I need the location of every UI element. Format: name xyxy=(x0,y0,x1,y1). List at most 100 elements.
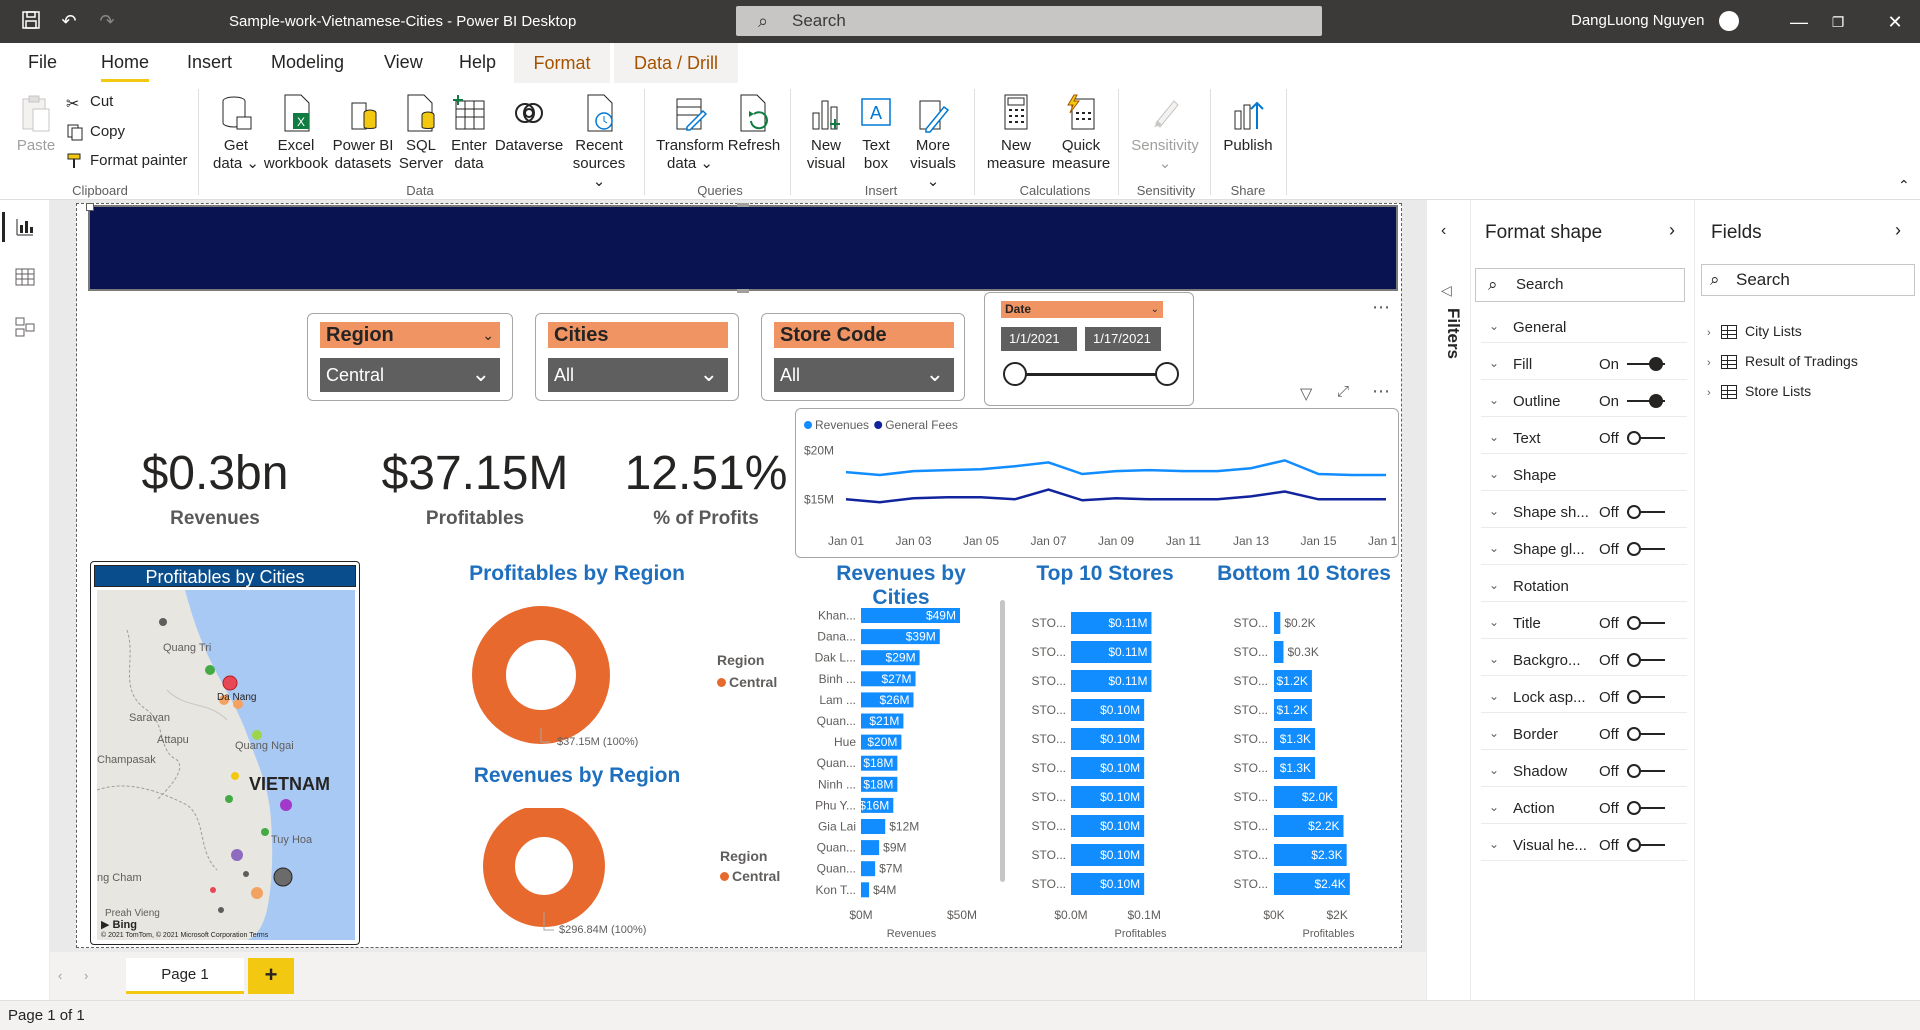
minimize-icon[interactable]: — xyxy=(1790,12,1808,32)
title-search-box[interactable]: ⌕ Search xyxy=(736,6,1322,36)
transform-data-button[interactable]: Transform data ⌄ xyxy=(654,93,726,173)
tab-modeling[interactable]: Modeling xyxy=(271,52,345,72)
bar[interactable] xyxy=(861,882,870,898)
avatar[interactable] xyxy=(1719,11,1739,31)
tab-view[interactable]: View xyxy=(384,52,423,72)
line-series-revenues[interactable] xyxy=(845,459,1386,477)
bar[interactable] xyxy=(861,755,898,771)
date-end-input[interactable]: 1/17/2021 xyxy=(1085,327,1161,351)
close-icon[interactable]: ✕ xyxy=(1887,12,1903,32)
region-slicer[interactable]: Region ⌄ Central ⌄ xyxy=(307,313,513,401)
bar[interactable] xyxy=(1274,815,1344,837)
undo-icon[interactable]: ↶ xyxy=(61,11,77,31)
text-box-button[interactable]: A Text box xyxy=(852,93,900,173)
format-section-rotation[interactable]: ⌄ Rotation xyxy=(1481,565,1687,602)
bar[interactable] xyxy=(861,692,914,708)
toggle-switch[interactable] xyxy=(1627,542,1665,556)
filters-pane-collapsed[interactable]: ‹ ◁ Filters xyxy=(1426,200,1470,1010)
chevron-left-icon[interactable]: ‹ xyxy=(1441,222,1447,239)
tab-file[interactable]: File xyxy=(28,52,58,72)
resize-handle[interactable] xyxy=(737,203,749,207)
bar[interactable] xyxy=(1274,757,1316,779)
revenue-region-donut[interactable] xyxy=(478,808,678,948)
bar[interactable] xyxy=(861,840,880,856)
save-icon[interactable] xyxy=(20,10,42,32)
format-section-border[interactable]: ⌄ Border Off xyxy=(1481,713,1687,750)
filter-icon[interactable]: ▽ xyxy=(1300,386,1313,403)
copy-button[interactable]: Copy xyxy=(66,120,125,144)
recent-sources-button[interactable]: Recent sources ⌄ xyxy=(566,93,632,191)
toggle-switch[interactable] xyxy=(1627,616,1665,630)
field-table-city-lists[interactable]: › City Lists xyxy=(1707,320,1802,342)
paste-button[interactable]: Paste xyxy=(14,93,58,155)
bar[interactable] xyxy=(1274,728,1316,750)
bar[interactable] xyxy=(1071,670,1152,692)
format-section-backgro[interactable]: ⌄ Backgro... Off xyxy=(1481,639,1687,676)
redo-icon[interactable]: ↷ xyxy=(99,11,115,31)
cities-dropdown[interactable]: All ⌄ xyxy=(548,358,728,392)
quick-measure-button[interactable]: Quick measure xyxy=(1046,93,1116,173)
toggle-switch[interactable] xyxy=(1627,357,1665,371)
format-section-outline[interactable]: ⌄ Outline On xyxy=(1481,380,1687,417)
collapse-ribbon-icon[interactable]: ⌃ xyxy=(1898,177,1910,193)
tab-insert[interactable]: Insert xyxy=(187,52,233,72)
chart-scrollbar[interactable] xyxy=(1000,600,1005,882)
revenues-cities-chart[interactable]: Khan... $49M Dana... $39M Dak L... $29M Binh .… xyxy=(806,596,1006,946)
bar[interactable] xyxy=(1071,844,1145,866)
field-table-store-lists[interactable]: › Store Lists xyxy=(1707,380,1811,402)
publish-button[interactable]: Publish xyxy=(1218,93,1278,155)
chevron-right-icon[interactable]: › xyxy=(84,968,89,983)
legend-label-0[interactable]: Revenues xyxy=(815,418,869,432)
bar[interactable] xyxy=(1071,815,1145,837)
get-data-button[interactable]: Get data ⌄ xyxy=(212,93,260,173)
report-view-icon[interactable] xyxy=(14,216,36,238)
more-options-icon[interactable]: ⋯ xyxy=(1372,297,1391,317)
model-view-icon[interactable] xyxy=(14,316,36,338)
date-end-handle[interactable] xyxy=(1155,362,1179,386)
refresh-button[interactable]: Refresh xyxy=(726,93,782,155)
bar[interactable] xyxy=(861,734,902,750)
resize-handle[interactable] xyxy=(86,203,94,211)
focus-mode-icon[interactable]: ⤢ xyxy=(1337,383,1350,400)
bar[interactable] xyxy=(861,861,876,877)
toggle-switch[interactable] xyxy=(1627,653,1665,667)
map-terms-link[interactable]: Terms xyxy=(249,932,269,939)
toggle-switch[interactable] xyxy=(1627,838,1665,852)
bar[interactable] xyxy=(861,713,904,729)
chevron-right-icon[interactable]: › xyxy=(1895,220,1901,240)
profit-region-donut[interactable] xyxy=(470,606,670,756)
dataverse-button[interactable]: Dataverse xyxy=(492,93,566,155)
tab-help[interactable]: Help xyxy=(459,52,497,72)
format-section-action[interactable]: ⌄ Action Off xyxy=(1481,787,1687,824)
user-name[interactable]: DangLuong Nguyen xyxy=(1571,12,1705,29)
bar[interactable] xyxy=(1274,670,1312,692)
bar[interactable] xyxy=(861,671,916,687)
bar[interactable] xyxy=(861,650,920,666)
top-stores-chart[interactable]: STO... $0.11M STO... $0.11M STO... $0.11M STO.… xyxy=(1026,596,1196,946)
format-section-title[interactable]: ⌄ Title Off xyxy=(1481,602,1687,639)
store-code-dropdown[interactable]: All ⌄ xyxy=(774,358,954,392)
format-section-shape-sh[interactable]: ⌄ Shape sh... Off xyxy=(1481,491,1687,528)
new-measure-button[interactable]: New measure xyxy=(984,93,1048,173)
format-section-lock-asp[interactable]: ⌄ Lock asp... Off xyxy=(1481,676,1687,713)
toggle-switch[interactable] xyxy=(1627,801,1665,815)
resize-handle[interactable] xyxy=(737,289,749,293)
tab-data-drill[interactable]: Data / Drill xyxy=(614,43,738,83)
bar[interactable] xyxy=(1274,641,1284,663)
bar[interactable] xyxy=(861,629,940,645)
new-visual-button[interactable]: New visual xyxy=(802,93,850,173)
page-tab-1[interactable]: Page 1 xyxy=(126,958,244,994)
bar[interactable] xyxy=(1274,699,1312,721)
bar[interactable] xyxy=(861,776,898,792)
cut-button[interactable]: ✂ Cut xyxy=(66,90,113,114)
bar[interactable] xyxy=(1274,612,1281,634)
toggle-switch[interactable] xyxy=(1627,690,1665,704)
format-section-text[interactable]: ⌄ Text Off xyxy=(1481,417,1687,454)
bar[interactable] xyxy=(861,819,886,834)
tab-format[interactable]: Format xyxy=(514,43,610,83)
bar[interactable] xyxy=(1071,757,1145,779)
toggle-switch[interactable] xyxy=(1627,764,1665,778)
bar[interactable] xyxy=(861,797,894,813)
field-table-result-of-tradings[interactable]: › Result of Tradings xyxy=(1707,350,1858,372)
data-view-icon[interactable] xyxy=(14,266,36,288)
